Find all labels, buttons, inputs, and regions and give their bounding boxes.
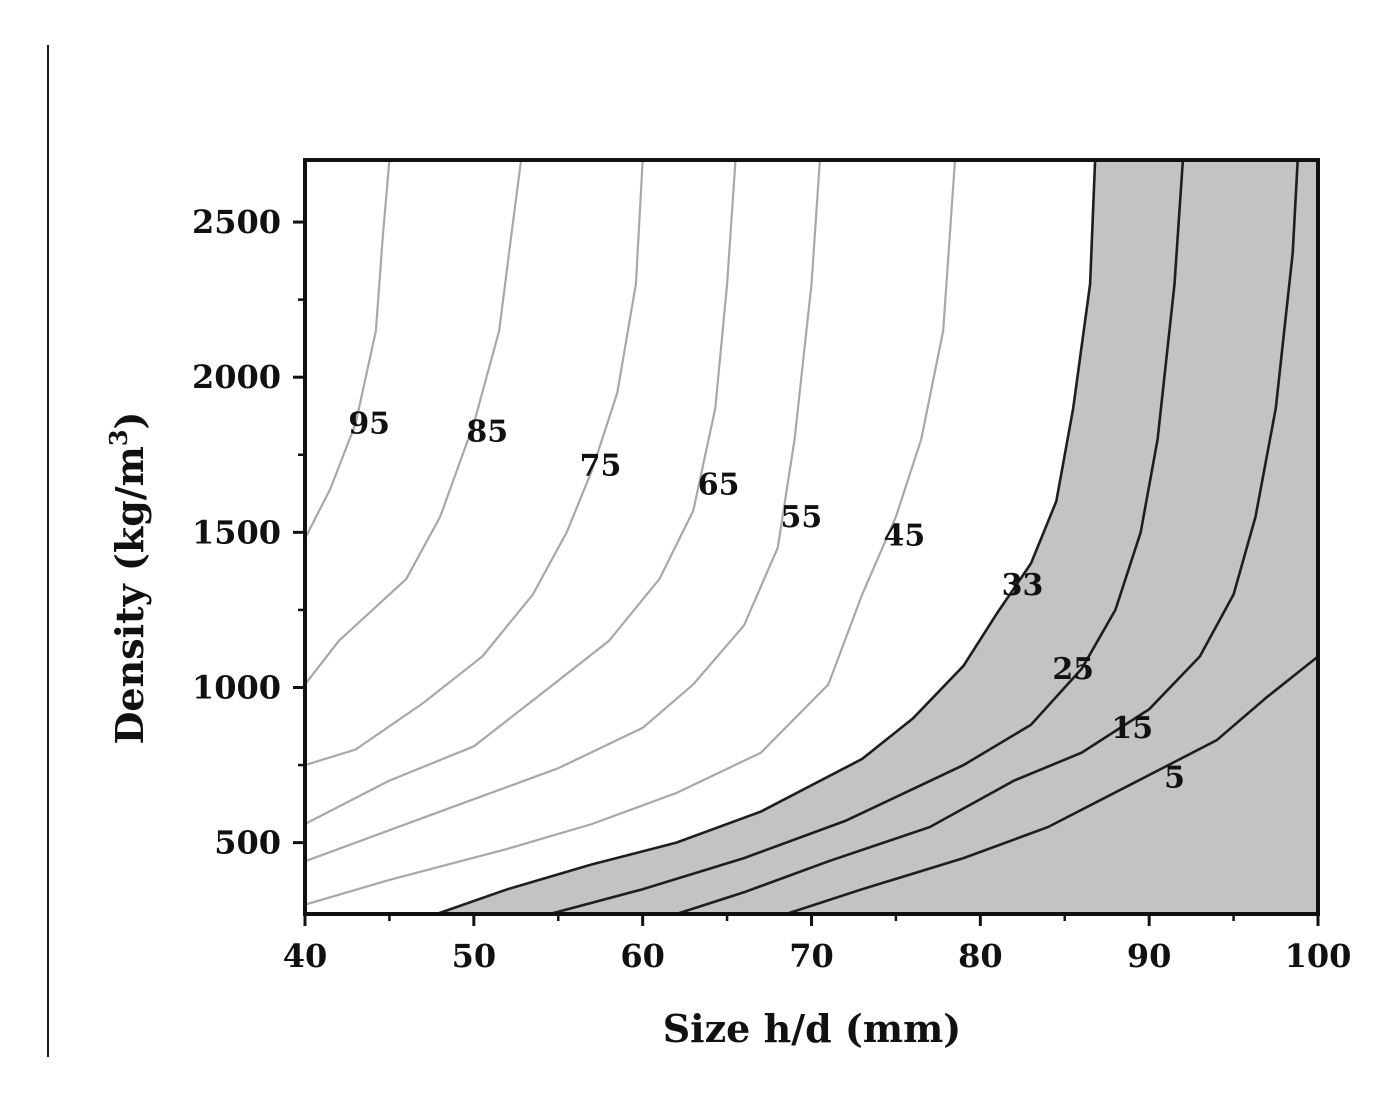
x-tick-label: 80: [958, 937, 1003, 975]
y-tick-label: 1000: [192, 668, 281, 706]
contour-line-25: [549, 160, 1185, 914]
x-axis-title: Size h/d (mm): [663, 1006, 962, 1051]
contour-line-45: [305, 160, 957, 906]
contour-line-75: [305, 160, 644, 767]
y-axis-title-main: Density (kg/m: [107, 446, 152, 744]
contour-label-25: 25: [1052, 652, 1094, 687]
y-axis-title-close: ): [107, 411, 152, 429]
contour-label-65: 65: [698, 467, 740, 502]
page-left-divider: [47, 45, 49, 1057]
contour-label-95: 95: [348, 407, 390, 442]
contour-line-85: [305, 160, 523, 686]
x-tick-label: 50: [452, 937, 497, 975]
contour-label-85: 85: [466, 415, 508, 450]
y-tick-label: 1500: [192, 513, 281, 551]
contour-line-65: [305, 160, 737, 825]
contour-label-15: 15: [1111, 711, 1153, 746]
x-tick-label: 60: [620, 937, 665, 975]
x-tick-label: 90: [1127, 937, 1172, 975]
contour-line-15: [676, 160, 1299, 914]
contour-label-55: 55: [781, 500, 823, 535]
y-axis-title-superscript: 3: [104, 429, 133, 446]
x-tick-label: 40: [283, 937, 328, 975]
x-tick-label: 100: [1285, 937, 1352, 975]
contour-line-5: [785, 655, 1318, 914]
contour-line-55: [305, 160, 821, 863]
shaded-region: [436, 160, 1318, 914]
y-axis-title: Density (kg/m3): [104, 411, 152, 744]
y-tick-label: 2500: [192, 203, 281, 241]
contour-line-33: [436, 160, 1097, 914]
contour-label-5: 5: [1164, 761, 1185, 796]
contour-label-75: 75: [580, 449, 622, 484]
contour-label-33: 33: [1002, 568, 1044, 603]
contour-label-45: 45: [884, 518, 926, 553]
y-tick-label: 2000: [192, 358, 281, 396]
contour-line-95: [305, 160, 391, 540]
x-tick-label: 70: [789, 937, 834, 975]
y-tick-label: 500: [214, 824, 281, 862]
